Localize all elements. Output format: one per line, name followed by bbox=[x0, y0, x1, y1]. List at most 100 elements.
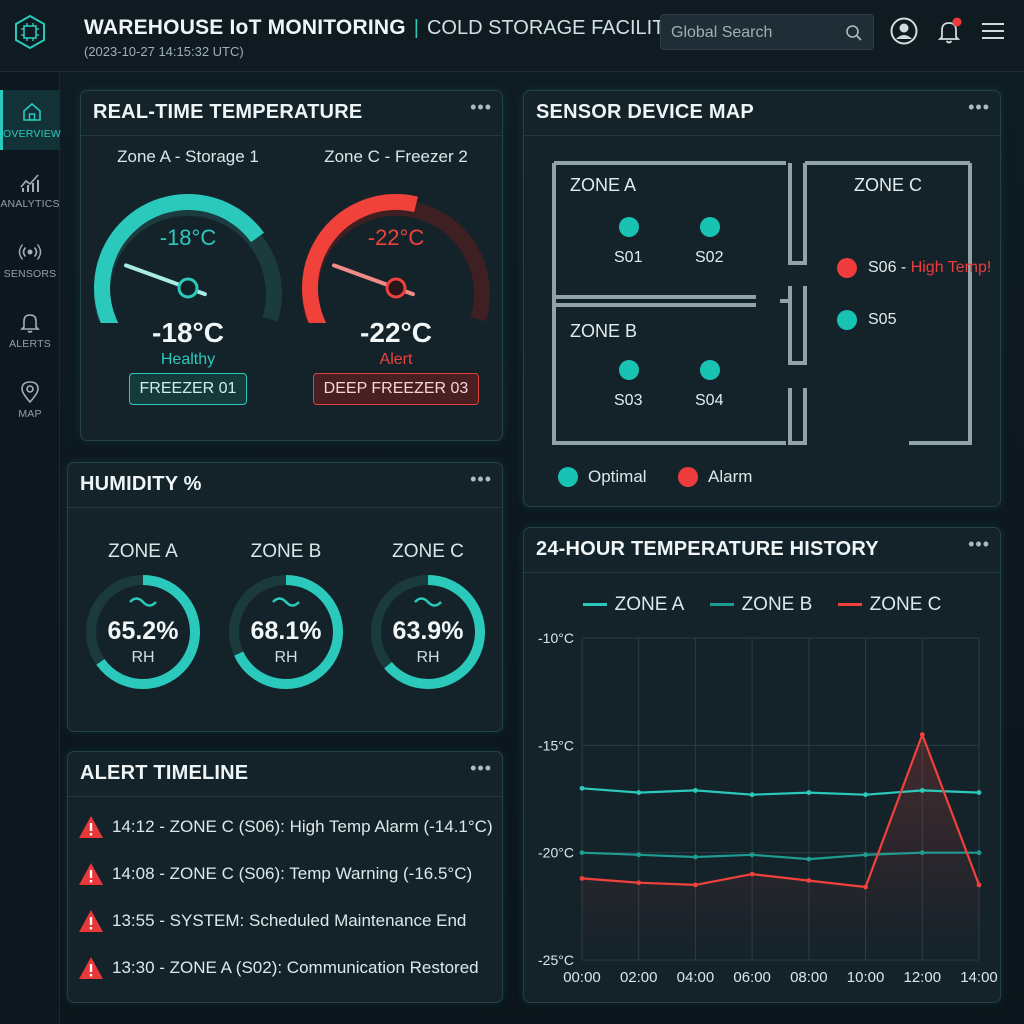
humidity-zone-label: ZONE B bbox=[250, 541, 322, 562]
series-zone-c-area bbox=[582, 734, 979, 960]
x-tick-label: 14:00 bbox=[960, 969, 998, 986]
humidity-ring: 63.9% RH bbox=[371, 575, 485, 689]
floor-plan bbox=[552, 161, 972, 445]
legend-optimal-dot bbox=[558, 467, 578, 487]
legend-alarm-dot bbox=[678, 467, 698, 487]
warning-triangle-icon bbox=[79, 816, 103, 838]
data-point-zone-b bbox=[749, 852, 755, 858]
legend-zone-c-swatch bbox=[837, 603, 862, 606]
search-icon[interactable] bbox=[845, 24, 863, 42]
alert-item[interactable]: 13:30 - ZONE A (S02): Communication Rest… bbox=[78, 953, 479, 983]
sensor-icon bbox=[18, 244, 42, 260]
legend-zone-b-label: ZONE B bbox=[741, 593, 813, 615]
legend-alarm-label: Alarm bbox=[708, 467, 753, 486]
data-point-zone-b bbox=[976, 850, 982, 856]
sensor-s04-dot[interactable] bbox=[700, 360, 720, 380]
chart-lines bbox=[579, 732, 982, 890]
sidebar-item-analytics[interactable]: ANALYTICS bbox=[0, 160, 60, 220]
sensor-map-panel: SENSOR DEVICE MAP ••• ZONE A ZONE B ZONE… bbox=[523, 90, 1001, 507]
alert-item[interactable]: 14:08 - ZONE C (S06): Temp Warning (-16.… bbox=[78, 859, 472, 889]
ring-fill bbox=[229, 575, 343, 689]
warning-triangle-icon bbox=[79, 863, 103, 885]
sidebar-label-sensors: SENSORS bbox=[3, 268, 57, 280]
gauge-status: Alert bbox=[379, 351, 413, 368]
x-tick-label: 08:00 bbox=[790, 969, 828, 986]
sidebar-label-map: MAP bbox=[18, 408, 42, 420]
sensor-s02-dot[interactable] bbox=[700, 217, 720, 237]
gauge-hub bbox=[177, 277, 199, 299]
humidity-zone-a: ZONE A 65.2% RH bbox=[73, 541, 213, 695]
app-title: WAREHOUSE IoT MONITORING bbox=[84, 16, 406, 39]
alert-text: 14:08 - ZONE C (S06): Temp Warning (-16.… bbox=[112, 864, 473, 883]
legend-zone-a: ZONE A bbox=[582, 594, 684, 616]
global-search[interactable] bbox=[660, 14, 874, 50]
gauge-zone-a: Zone A - Storage 1 -18°C -18°C Healthy F… bbox=[88, 147, 288, 405]
gauge-zone-label: Zone A - Storage 1 bbox=[117, 147, 259, 166]
sensor-s03-dot[interactable] bbox=[619, 360, 639, 380]
sidebar-item-sensors[interactable]: SENSORS bbox=[0, 230, 60, 290]
alerts-more-icon[interactable]: ••• bbox=[470, 758, 492, 778]
ring-fill bbox=[86, 575, 200, 689]
bell-icon bbox=[20, 314, 40, 333]
sidebar-item-map[interactable]: MAP bbox=[0, 370, 60, 430]
y-tick-label: -25°C bbox=[538, 952, 574, 968]
history-more-icon[interactable]: ••• bbox=[968, 534, 990, 554]
map-more-icon[interactable]: ••• bbox=[968, 97, 990, 117]
search-input[interactable] bbox=[671, 21, 841, 45]
sensor-s02-label: S02 bbox=[695, 249, 724, 266]
humidity-more-icon[interactable]: ••• bbox=[470, 469, 492, 489]
warning-triangle-icon bbox=[79, 957, 103, 979]
alert-item[interactable]: 14:12 - ZONE C (S06): High Temp Alarm (-… bbox=[78, 812, 493, 842]
humidity-wave-icon bbox=[272, 597, 300, 607]
humidity-unit: RH bbox=[131, 649, 154, 666]
temperature-more-icon[interactable]: ••• bbox=[470, 97, 492, 117]
y-tick-label: -15°C bbox=[538, 737, 574, 753]
legend-zone-b: ZONE B bbox=[709, 593, 813, 616]
sensor-s05-label: S05 bbox=[868, 311, 897, 328]
device-badge-freezer-01[interactable]: FREEZER 01 bbox=[128, 373, 248, 405]
zone-b-label: ZONE B bbox=[570, 321, 638, 341]
x-tick-label: 04:00 bbox=[677, 969, 715, 986]
gauge-fill bbox=[94, 194, 265, 323]
temperature-panel: REAL-TIME TEMPERATURE ••• Zone A - Stora… bbox=[80, 90, 503, 441]
humidity-value: 63.9% bbox=[393, 617, 464, 645]
map-panel-title: SENSOR DEVICE MAP bbox=[536, 101, 754, 123]
legend-zone-c: ZONE C bbox=[837, 593, 942, 616]
sidebar-item-alerts[interactable]: ALERTS bbox=[0, 300, 60, 360]
sensor-s01-dot[interactable] bbox=[619, 217, 639, 237]
notification-bell-icon[interactable] bbox=[934, 16, 964, 46]
data-point-zone-b bbox=[579, 850, 585, 856]
temperature-panel-title: REAL-TIME TEMPERATURE bbox=[93, 101, 363, 123]
warning-triangle-icon bbox=[79, 910, 103, 932]
zone-c-label: ZONE C bbox=[854, 175, 923, 195]
sidebar-item-overview[interactable]: OVERVIEW bbox=[0, 90, 61, 150]
data-point-zone-a bbox=[806, 790, 812, 795]
legend-alarm: Alarm bbox=[678, 467, 752, 487]
user-avatar-icon[interactable] bbox=[889, 16, 919, 46]
data-point-zone-b bbox=[693, 854, 698, 860]
humidity-zone-label: ZONE A bbox=[108, 541, 178, 562]
gauge-status: Healthy bbox=[160, 351, 216, 368]
panel-divider bbox=[68, 507, 502, 508]
alert-timeline-panel: ALERT TIMELINE ••• 14:12 - ZONE C (S06):… bbox=[67, 751, 503, 1003]
legend-zone-c-label: ZONE C bbox=[869, 593, 942, 615]
humidity-panel-title: HUMIDITY % bbox=[80, 473, 202, 495]
device-badge-deep-freezer-03[interactable]: DEEP FREEZER 03 bbox=[312, 373, 480, 405]
history-chart: 00:00 02:00 04:00 06:00 08:00 10:00 12:00 14:00… bbox=[538, 630, 998, 986]
gauge-hub bbox=[385, 277, 407, 299]
chart-legend: ZONE A ZONE B ZONE C bbox=[524, 590, 1000, 616]
top-header: WAREHOUSE IoT MONITORING | COLD STORAGE FA… bbox=[0, 0, 1024, 72]
data-point-zone-c bbox=[636, 880, 642, 886]
humidity-ring: 65.2% RH bbox=[86, 575, 200, 689]
alert-item[interactable]: 13:55 - SYSTEM: Scheduled Maintenance En… bbox=[78, 906, 466, 936]
hamburger-menu-icon[interactable] bbox=[978, 16, 1008, 46]
humidity-unit: RH bbox=[416, 649, 439, 666]
data-point-zone-a bbox=[693, 788, 698, 793]
data-point-zone-b bbox=[636, 852, 642, 858]
legend-optimal: Optimal bbox=[558, 467, 647, 487]
sensor-s06-id: S06 bbox=[868, 259, 897, 276]
humidity-wave-icon bbox=[129, 597, 157, 607]
sensor-s06-dot[interactable] bbox=[837, 258, 857, 278]
sensor-s05-dot[interactable] bbox=[837, 310, 857, 330]
